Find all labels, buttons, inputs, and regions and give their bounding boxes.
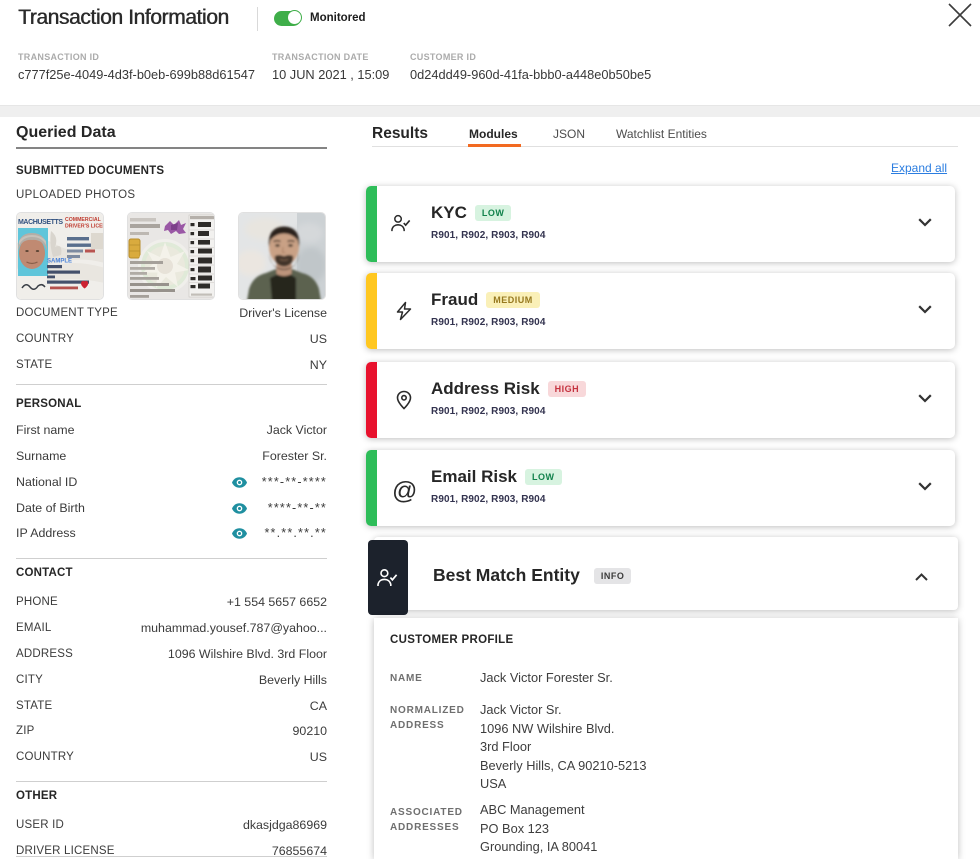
svg-text:DRIVER'S LICENSE: DRIVER'S LICENSE: [65, 224, 104, 230]
svg-text:SAMPLE: SAMPLE: [47, 259, 72, 265]
svg-text:COMMERCIAL: COMMERCIAL: [65, 217, 102, 223]
svg-text:MACHUSETTS: MACHUSETTS: [18, 219, 63, 226]
